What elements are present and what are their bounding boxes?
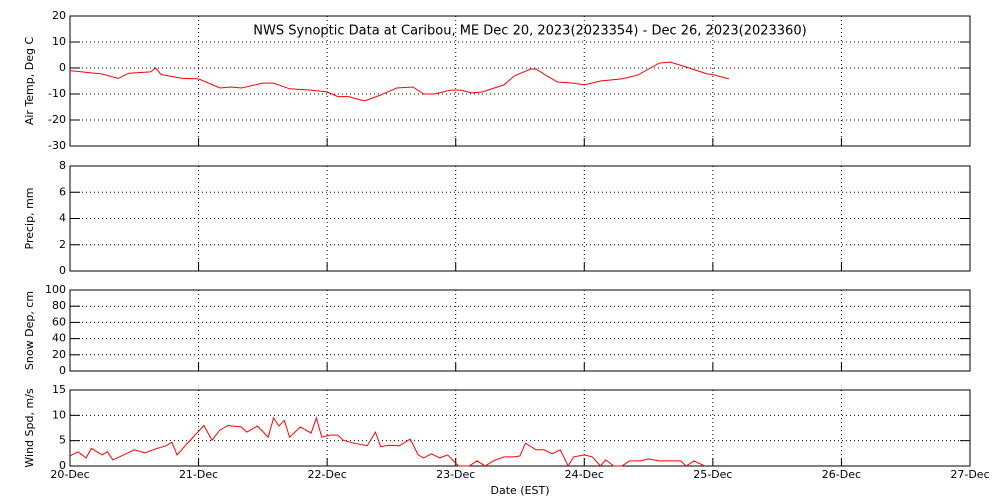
y-tick-label: 2 [59,238,66,251]
chart-title: NWS Synoptic Data at Caribou, ME Dec 20,… [253,24,806,39]
plot-frame [69,389,971,467]
y-axis-label: Wind Spd, m/s [23,388,36,468]
y-tick-label: -30 [48,139,66,152]
data-line [69,416,706,468]
y-tick-label: 80 [52,299,66,312]
x-tick-label: 27-Dec [950,468,989,481]
x-tick-label: 25-Dec [693,468,732,481]
y-tick-label: 6 [59,185,66,198]
plot-frame [69,289,971,372]
y-axis-label: Precip, mm [23,188,36,250]
y-tick-label: 0 [59,364,66,377]
y-tick-label: 10 [52,35,66,48]
y-tick-label: -20 [48,113,66,126]
x-axis-label: Date (EST) [490,484,549,497]
y-tick-label: 0 [59,264,66,277]
y-tick-label: -10 [48,87,66,100]
y-tick-label: 20 [52,9,66,22]
data-line [69,61,730,102]
x-tick-label: 23-Dec [436,468,475,481]
y-tick-label: 8 [59,159,66,172]
y-tick-label: 0 [59,61,66,74]
y-tick-label: 10 [52,408,66,421]
y-tick-label: 15 [52,383,66,396]
y-tick-label: 40 [52,332,66,345]
y-axis-label: Snow Dep, cm [23,291,36,370]
x-tick-label: 26-Dec [822,468,861,481]
x-tick-label: 24-Dec [565,468,604,481]
x-tick-label: 20-Dec [50,468,89,481]
x-tick-label: 22-Dec [308,468,347,481]
y-tick-label: 100 [45,283,66,296]
y-tick-label: 5 [59,434,66,447]
y-axis-label: Air Temp, Deg C [23,37,36,126]
plot-frame [69,15,971,147]
y-tick-label: 60 [52,315,66,328]
y-tick-label: 0 [59,459,66,472]
y-tick-label: 4 [59,212,66,225]
y-tick-label: 20 [52,348,66,361]
x-tick-label: 21-Dec [179,468,218,481]
